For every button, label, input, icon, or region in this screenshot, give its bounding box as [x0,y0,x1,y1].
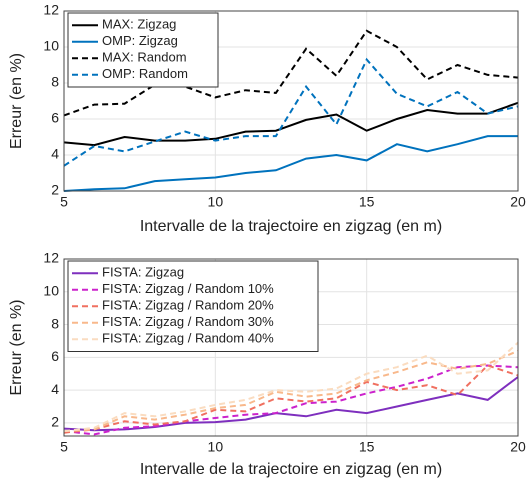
legend-label: MAX: Zigzag [102,17,176,32]
series-line [63,29,519,117]
y-tick-label: 10 [43,282,59,298]
x-tick-label: 5 [60,439,68,455]
x-tick-label: 5 [60,194,68,210]
y-tick-label: 8 [51,315,59,331]
y-tick-label: 8 [51,74,59,90]
y-axis-label: Erreur (en %) [8,299,25,395]
legend-label: OMP: Zigzag [102,33,178,48]
y-tick-label: 6 [51,110,59,126]
legend-label: FISTA: Zigzag / Random 40% [102,331,274,346]
series-line [63,57,519,167]
series-line [63,101,519,147]
x-tick-label: 15 [359,439,375,455]
x-tick-label: 20 [510,439,526,455]
y-tick-label: 4 [51,146,59,162]
x-tick-label: 10 [208,439,224,455]
y-tick-label: 10 [43,38,59,54]
y-tick-label: 2 [51,182,59,198]
x-axis-label: Intervalle de la trajectoire en zigzag (… [140,461,442,478]
legend-label: FISTA: Zigzag / Random 20% [102,298,274,313]
series-line [63,341,519,433]
legend-label: FISTA: Zigzag / Random 10% [102,281,274,296]
y-tick-label: 6 [51,348,59,364]
series-line [63,376,519,432]
x-tick-label: 20 [510,194,526,210]
axes-frame [63,258,519,437]
y-tick-label: 2 [51,414,59,430]
legend-label: MAX: Random [102,50,187,65]
series-line [63,364,519,436]
y-tick-label: 12 [43,250,59,266]
y-tick-label: 12 [43,2,59,18]
axes-frame [63,10,519,192]
y-axis-label: Erreur (en %) [8,53,25,149]
legend-label: OMP: Random [102,66,188,81]
x-tick-label: 15 [359,194,375,210]
series-line [63,364,519,434]
legend-label: FISTA: Zigzag [102,265,184,280]
x-axis-label: Intervalle de la trajectoire en zigzag (… [140,218,442,235]
legend-box [67,260,319,352]
x-tick-label: 10 [208,194,224,210]
y-tick-label: 4 [51,381,59,397]
legend-label: FISTA: Zigzag / Random 30% [102,314,274,329]
series-line [63,135,518,192]
